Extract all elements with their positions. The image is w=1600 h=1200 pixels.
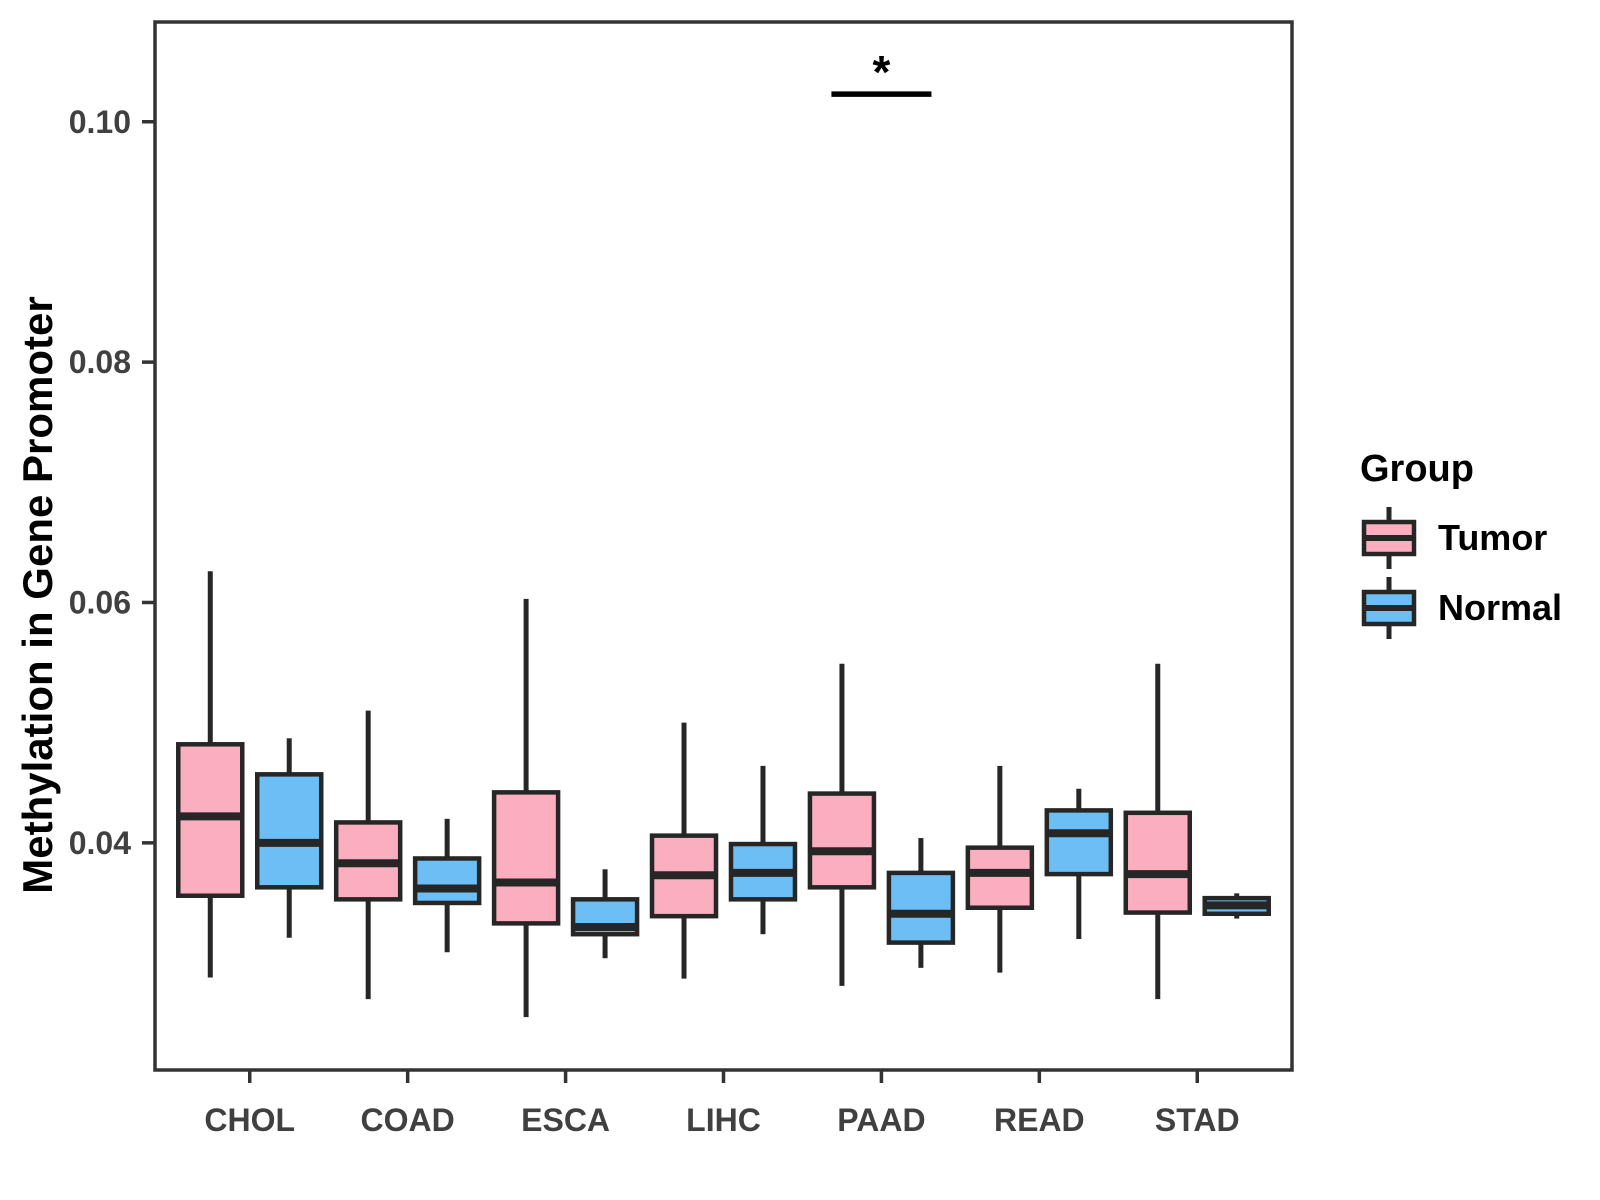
box-normal-coad — [412, 856, 482, 906]
box-tumor-read — [965, 845, 1035, 911]
legend-boxplot-icon — [1361, 507, 1417, 569]
legend-item-normal: Normal — [1360, 575, 1562, 641]
x-tick-label: PAAD — [837, 1102, 925, 1138]
y-tick-label: 0.04 — [69, 825, 131, 861]
significance-star: * — [872, 46, 890, 98]
legend: Group Tumor Normal — [1360, 448, 1562, 645]
legend-label: Tumor — [1438, 517, 1548, 558]
box-normal-chol — [254, 772, 324, 890]
box-tumor-stad — [1123, 810, 1193, 915]
panel-border — [153, 20, 1294, 1072]
x-tick-label: READ — [994, 1102, 1085, 1138]
box-tumor-paad — [807, 791, 877, 890]
box-normal-paad — [886, 870, 956, 945]
x-tick-label: COAD — [361, 1102, 455, 1138]
legend-boxplot-icon — [1361, 577, 1417, 639]
box-normal-read — [1044, 808, 1114, 877]
x-tick-label: LIHC — [686, 1102, 761, 1138]
y-tick-label: 0.06 — [69, 584, 131, 620]
y-axis-title: Methylation in Gene Promoter — [14, 296, 61, 894]
x-tick-label: CHOL — [204, 1102, 295, 1138]
x-tick-label: ESCA — [521, 1102, 610, 1138]
legend-items: Tumor Normal — [1360, 505, 1562, 641]
legend-item-tumor: Tumor — [1360, 505, 1562, 571]
x-tick-label: STAD — [1155, 1102, 1240, 1138]
legend-label: Normal — [1438, 587, 1563, 628]
y-tick-label: 0.08 — [69, 344, 131, 380]
y-tick-label: 0.10 — [69, 104, 131, 140]
box-tumor-esca — [491, 790, 561, 926]
legend-title: Group — [1360, 448, 1474, 490]
